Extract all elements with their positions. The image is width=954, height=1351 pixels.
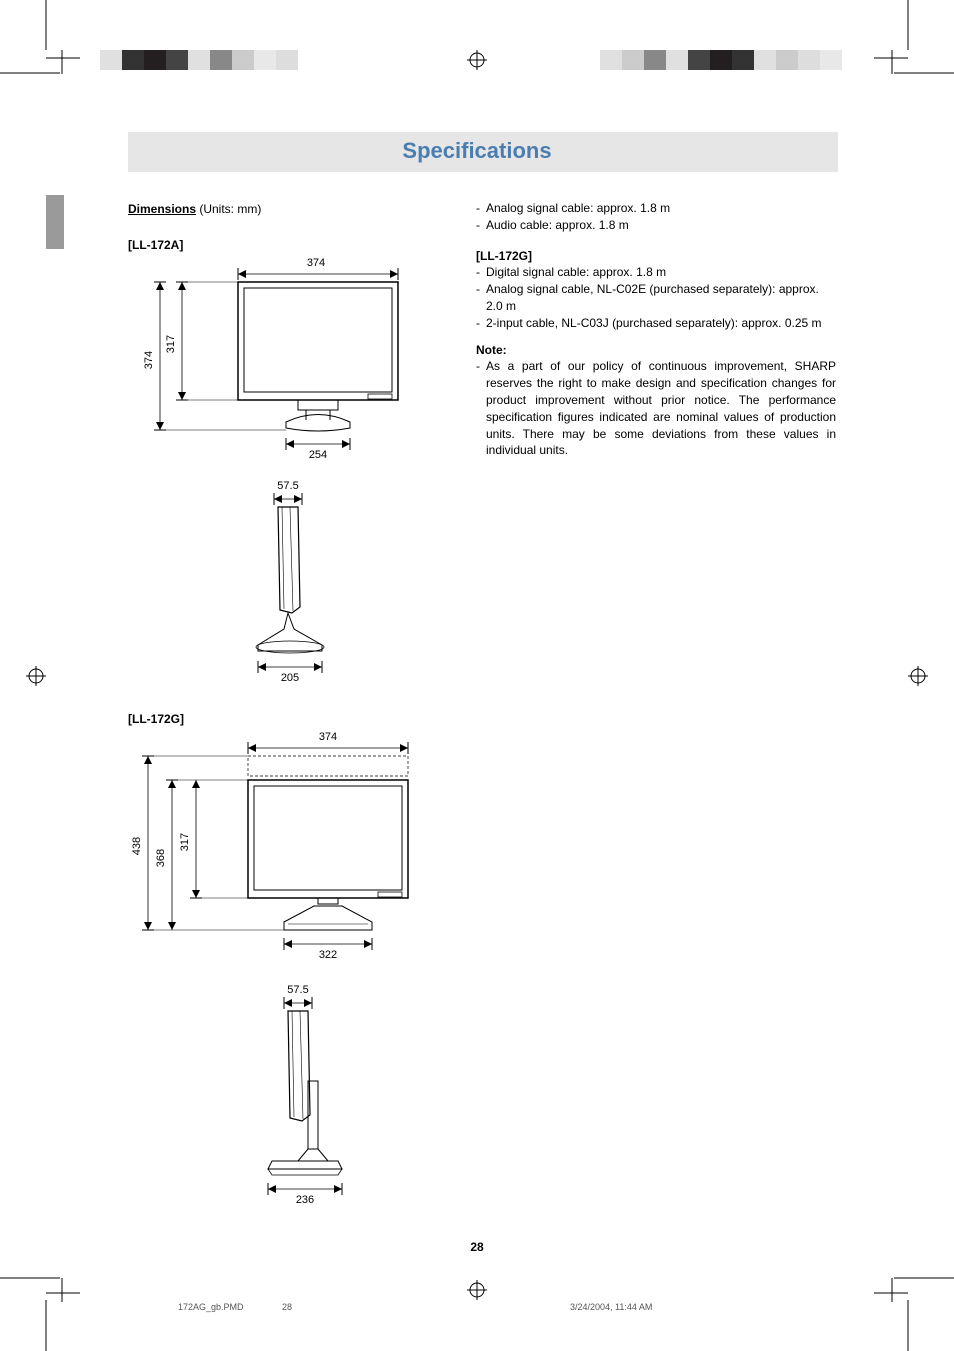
model-g-label: [LL-172G] bbox=[128, 712, 468, 726]
dimensions-heading-row: Dimensions (Units: mm) bbox=[128, 200, 468, 218]
cable-row: -Digital signal cable: approx. 1.8 m bbox=[476, 264, 836, 281]
diagram-ll172a-side: 57.5 205 bbox=[228, 477, 428, 687]
side-tab bbox=[46, 195, 64, 249]
dimensions-heading: Dimensions bbox=[128, 202, 196, 216]
g-cables-label: [LL-172G] bbox=[476, 248, 836, 265]
dimensions-units: (Units: mm) bbox=[196, 202, 261, 216]
dim-a-depth-top: 57.5 bbox=[277, 480, 298, 492]
dim-a-width: 374 bbox=[307, 257, 325, 269]
page-title: Specifications bbox=[0, 138, 954, 164]
dim-g-h1: 438 bbox=[131, 837, 143, 855]
footer-filename: 172AG_gb.PMD bbox=[178, 1302, 244, 1312]
diagram-ll172g-side: 57.5 236 bbox=[238, 981, 438, 1211]
dim-g-depth-top: 57.5 bbox=[287, 984, 308, 996]
cable-row: -Analog signal cable: approx. 1.8 m bbox=[476, 200, 836, 217]
dim-a-stand: 254 bbox=[309, 449, 327, 461]
note-body-row: -As a part of our policy of continuous i… bbox=[476, 358, 836, 459]
dim-g-h2: 368 bbox=[155, 849, 167, 867]
dim-a-h-outer: 374 bbox=[143, 351, 155, 369]
left-column: Dimensions (Units: mm) [LL-172A] 374 bbox=[128, 200, 468, 1216]
dim-a-depth-bottom: 205 bbox=[281, 672, 299, 684]
model-a-label: [LL-172A] bbox=[128, 238, 468, 252]
page-number: 28 bbox=[0, 1240, 954, 1254]
footer-datetime: 3/24/2004, 11:44 AM bbox=[570, 1302, 652, 1312]
dim-g-width: 374 bbox=[319, 731, 337, 743]
dim-a-h-inner: 317 bbox=[165, 335, 177, 353]
footer-page: 28 bbox=[282, 1302, 292, 1312]
cable-row: -2-input cable, NL-C03J (purchased separ… bbox=[476, 315, 836, 332]
dim-g-h3: 317 bbox=[179, 833, 191, 851]
note-heading: Note: bbox=[476, 342, 836, 359]
diagram-ll172a-front: 374 254 374 bbox=[138, 252, 418, 472]
cable-row: -Analog signal cable, NL-C02E (purchased… bbox=[476, 281, 836, 315]
cable-row: -Audio cable: approx. 1.8 m bbox=[476, 217, 836, 234]
dim-g-depth-bottom: 236 bbox=[296, 1194, 314, 1206]
right-column: -Analog signal cable: approx. 1.8 m -Aud… bbox=[476, 200, 836, 459]
diagram-ll172g-front: 374 322 438 bbox=[128, 726, 428, 976]
dim-g-stand: 322 bbox=[319, 949, 337, 961]
